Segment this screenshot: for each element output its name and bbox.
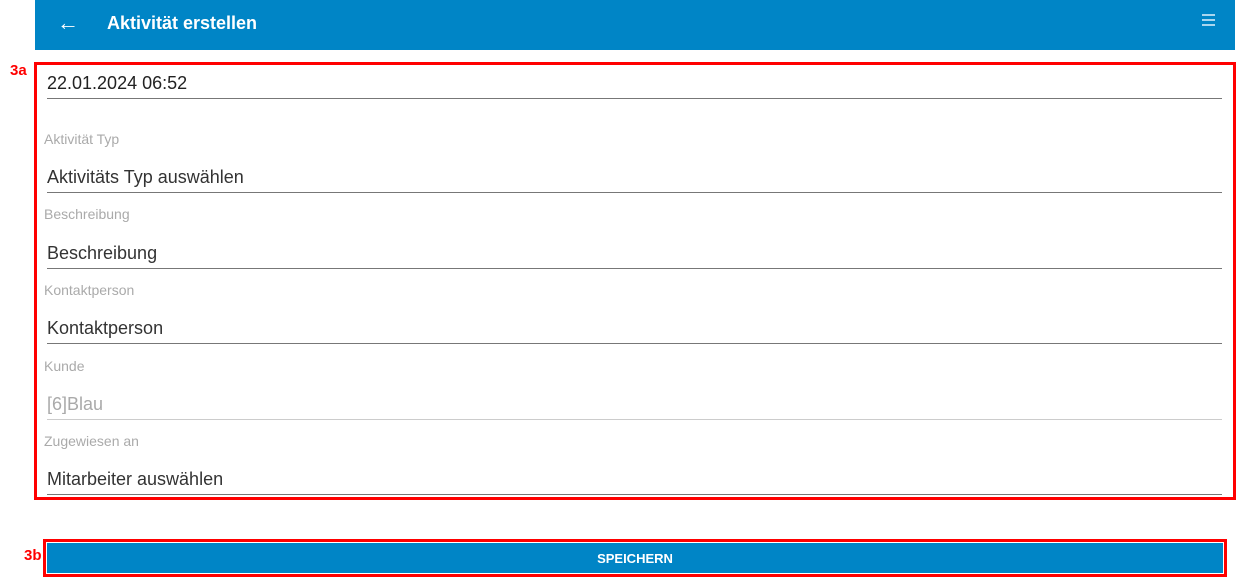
annotation-label-save: 3b: [24, 547, 42, 564]
back-arrow-icon[interactable]: ←: [57, 10, 79, 35]
activity-type-select[interactable]: Aktivitäts Typ auswählen: [47, 167, 1222, 193]
annotation-box-save: [43, 539, 1227, 577]
contact-person-input[interactable]: Kontaktperson: [47, 318, 1222, 344]
app-header: ← Aktivität erstellen: [35, 0, 1235, 50]
page-title: Aktivität erstellen: [107, 13, 258, 33]
save-button[interactable]: SPEICHERN: [47, 543, 1223, 573]
description-input[interactable]: Beschreibung: [47, 243, 1222, 269]
activity-type-label: Aktivität Typ: [44, 131, 120, 147]
menu-icon[interactable]: [1202, 14, 1215, 29]
customer-label: Kunde: [44, 358, 85, 374]
description-label: Beschreibung: [44, 206, 130, 222]
contact-person-label: Kontaktperson: [44, 282, 135, 298]
annotation-box-form: [34, 62, 1236, 500]
date-field[interactable]: 22.01.2024 06:52: [47, 73, 1222, 99]
assigned-to-select[interactable]: Mitarbeiter auswählen: [47, 469, 1222, 495]
annotation-label-form: 3a: [10, 62, 27, 79]
assigned-to-label: Zugewiesen an: [44, 433, 139, 449]
customer-field: [6]Blau: [47, 394, 1222, 420]
